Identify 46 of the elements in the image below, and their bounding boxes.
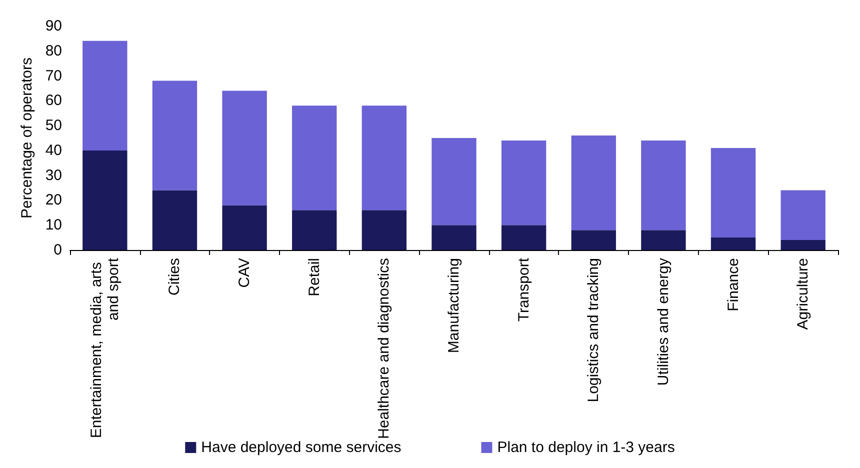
x-tick-label: Logistics and tracking: [585, 258, 602, 402]
bar: [432, 225, 476, 250]
y-tick-label: 50: [45, 117, 62, 134]
y-tick-label: 90: [45, 18, 62, 34]
bar: [152, 190, 198, 250]
bar: [292, 210, 337, 250]
y-axis-title: Percentage of operators: [18, 58, 36, 218]
bar: [362, 106, 407, 210]
x-tick-label: Retail: [306, 258, 323, 296]
y-tick-label: 10: [45, 216, 62, 234]
bar: [780, 240, 826, 250]
x-tick-label: Utilities and energy: [654, 258, 672, 386]
y-tick-label: 70: [45, 67, 62, 84]
legend-label: Plan to deploy in 1-3 years: [497, 439, 675, 456]
bar: [710, 238, 756, 250]
bar: [641, 230, 686, 250]
x-tick-label: Healthcare and diagnostics: [376, 258, 393, 439]
y-tick-label: 80: [45, 42, 62, 60]
x-tick-label: Finance: [724, 258, 742, 312]
bar: [292, 106, 337, 210]
bar: [571, 136, 616, 230]
x-tick-label: Cities: [166, 258, 184, 296]
bar: [641, 140, 686, 230]
y-tick-label: 0: [54, 242, 62, 258]
legend-label: Have deployed some services: [201, 439, 402, 456]
y-tick-label: 40: [45, 142, 62, 159]
bar: [710, 148, 756, 238]
x-tick-label: Transport: [515, 257, 532, 322]
x-tick-label: CAV: [236, 258, 254, 288]
bar: [222, 205, 267, 250]
bar: [780, 190, 826, 240]
x-tick-label: Manufacturing: [446, 258, 462, 354]
y-tick-label: 20: [45, 192, 62, 209]
bar: [501, 225, 546, 250]
bar: [82, 150, 128, 250]
bar: [501, 140, 546, 226]
bar: [152, 80, 198, 190]
bar: [571, 230, 616, 250]
x-tick-label: Entertainment, media, arts and sport: [88, 257, 122, 438]
bar: [362, 210, 407, 250]
x-tick-label: Agriculture: [794, 258, 812, 330]
bar: [432, 138, 476, 226]
bar: [82, 40, 128, 150]
y-tick-label: 60: [45, 92, 62, 110]
y-tick-label: 30: [45, 166, 62, 184]
bar: [222, 90, 267, 206]
